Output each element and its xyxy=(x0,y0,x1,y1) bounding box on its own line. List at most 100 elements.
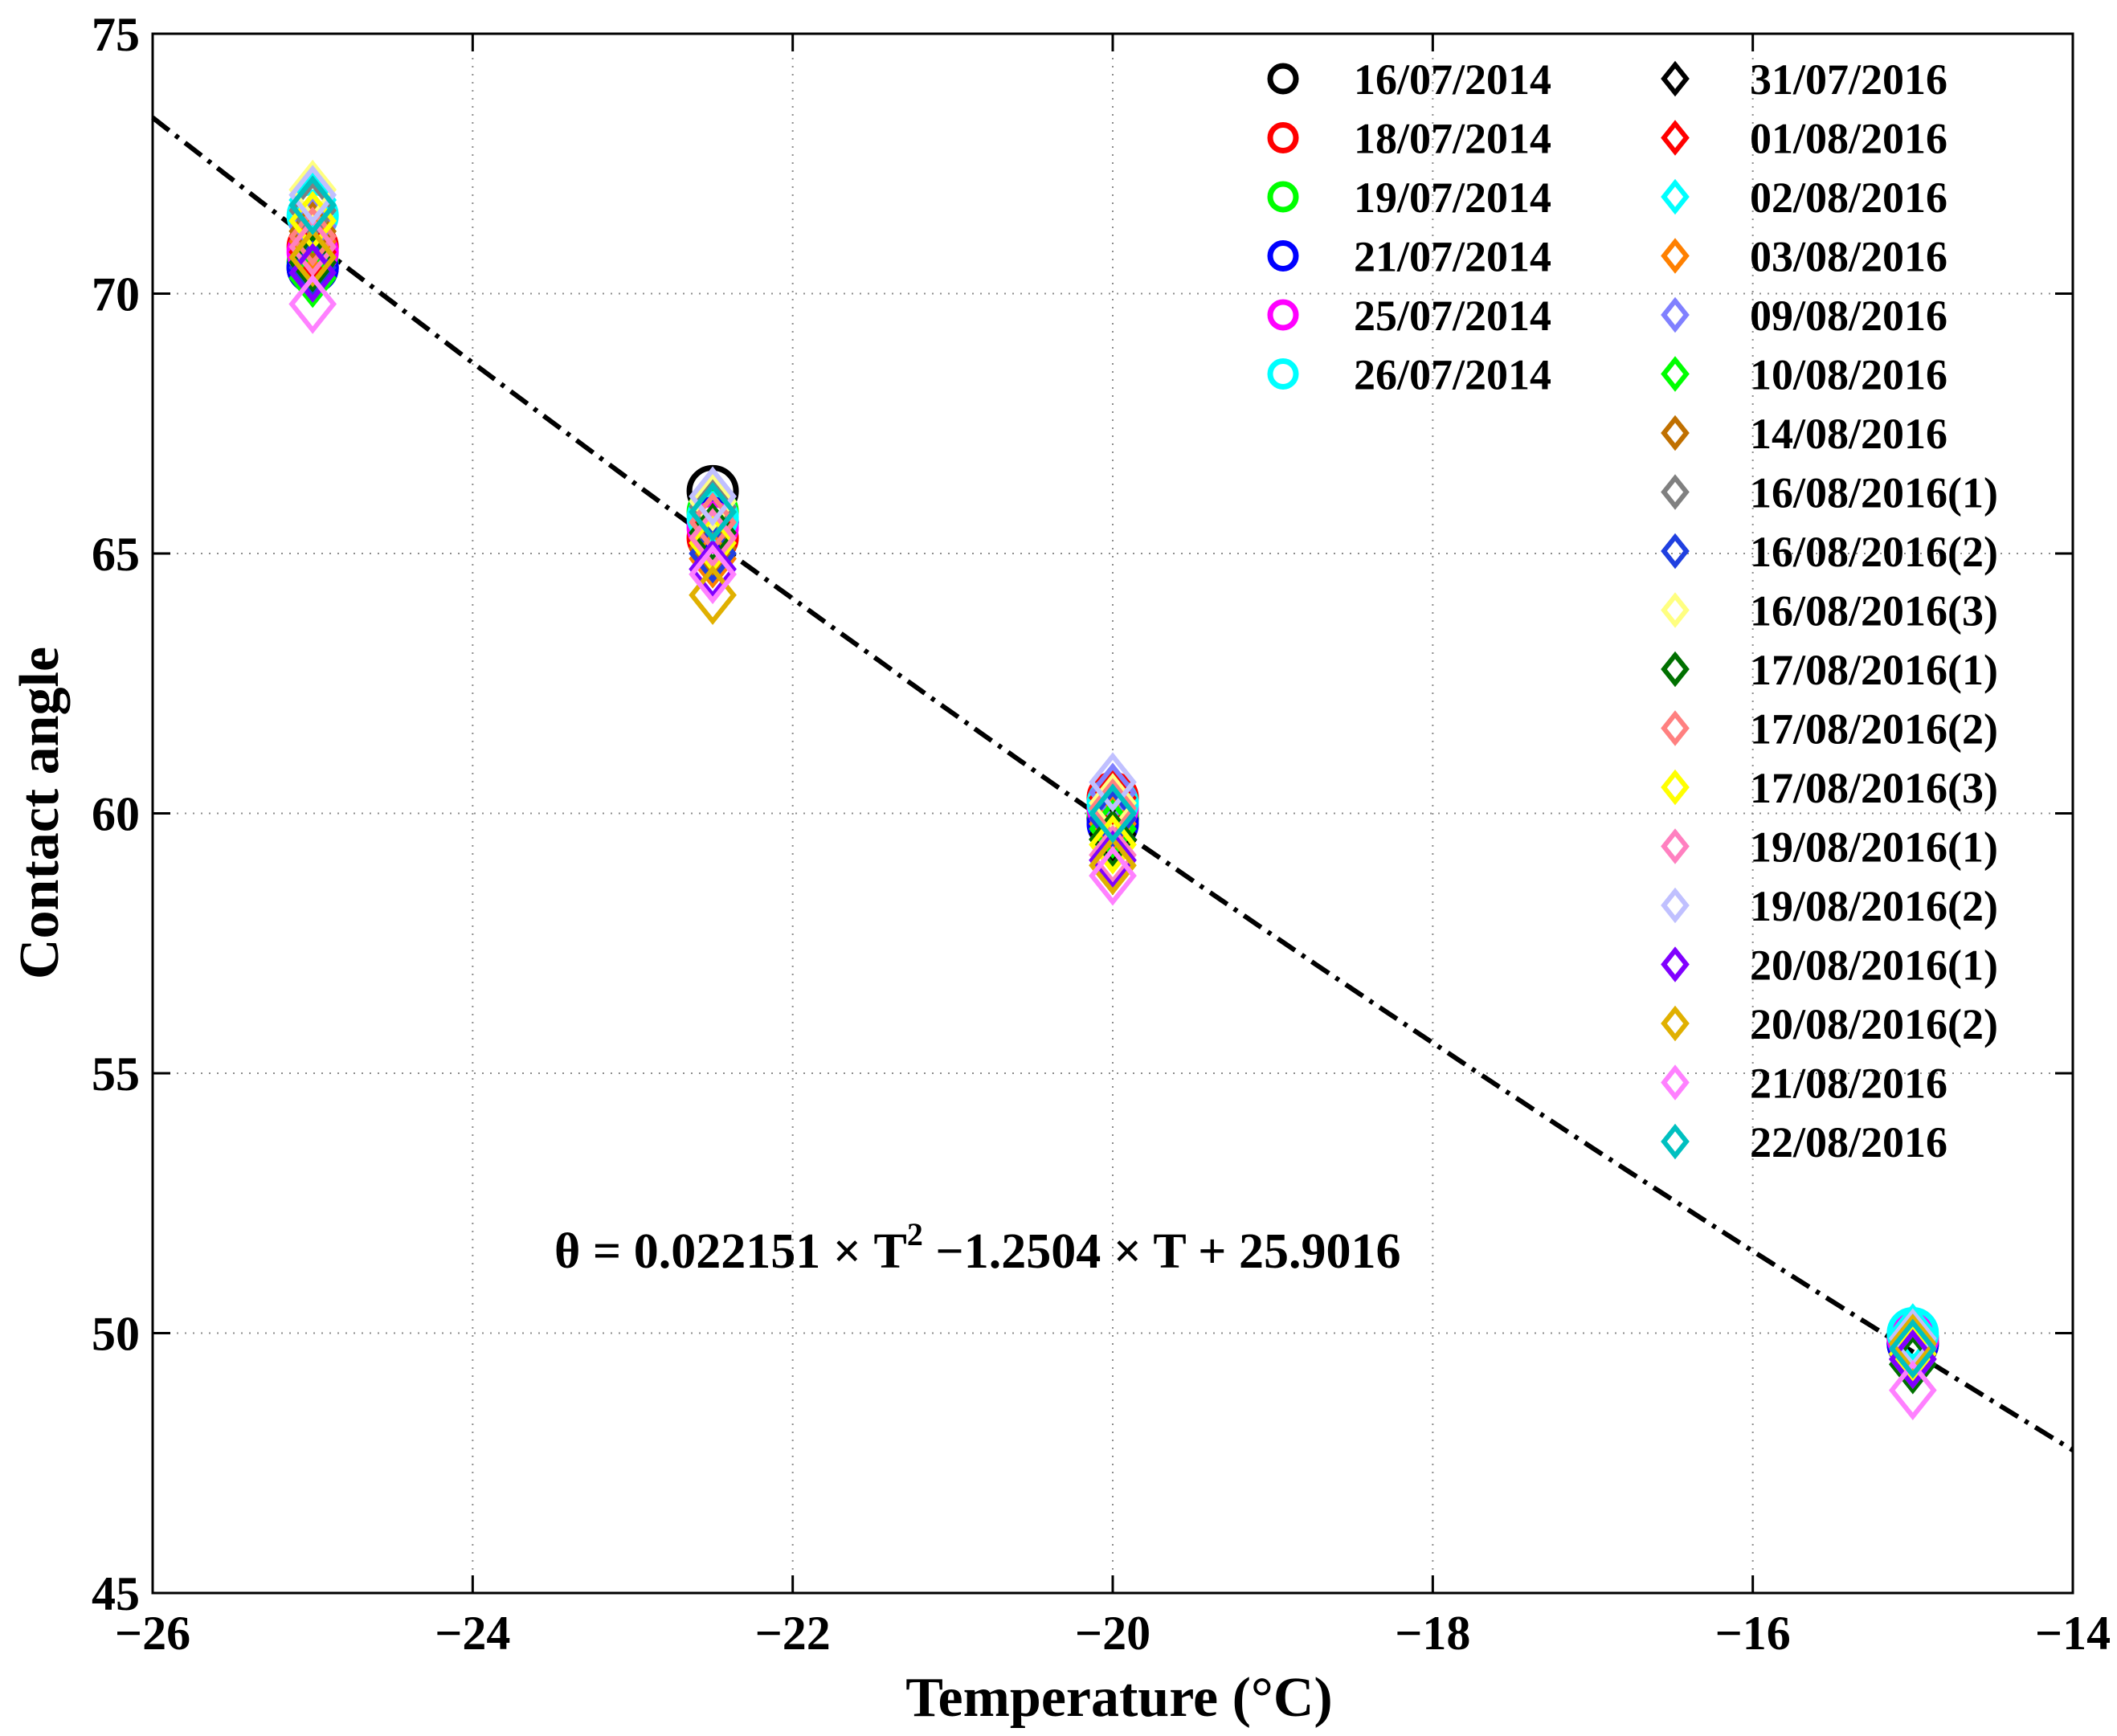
diamond-point xyxy=(288,170,337,231)
legend-diamond-marker xyxy=(1661,60,1690,97)
legend-circle-marker xyxy=(1267,358,1299,390)
legend-item: 17/08/2016(1) xyxy=(1661,646,1998,694)
diamond-point xyxy=(288,165,337,225)
legend-diamond-marker xyxy=(1661,120,1690,156)
legend-diamond-marker xyxy=(1661,296,1690,333)
legend-label: 09/08/2016 xyxy=(1750,292,1947,340)
diamond-point xyxy=(1089,815,1137,875)
x-tick-label: −14 xyxy=(2035,1607,2111,1660)
legend-item: 17/08/2016(3) xyxy=(1661,764,1998,812)
legend-label: 20/08/2016(2) xyxy=(1750,1000,1998,1048)
legend-diamond-marker xyxy=(1661,828,1690,864)
diamond-point xyxy=(689,508,737,568)
legend-label: 17/08/2016(1) xyxy=(1750,646,1998,694)
legend-item: 16/08/2016(1) xyxy=(1661,469,1998,517)
legend-diamond-marker xyxy=(1661,592,1690,628)
equation-exponent: 2 xyxy=(907,1216,923,1252)
x-tick-labels: −26 −24 −22 −20 −18 −16 −14 xyxy=(115,1607,2111,1660)
legend-label: 02/08/2016 xyxy=(1750,174,1947,222)
legend-item: 16/07/2014 xyxy=(1267,55,1551,104)
y-tick-label: 65 xyxy=(92,528,140,581)
y-tick-label: 75 xyxy=(92,8,140,61)
legend-item: 26/07/2014 xyxy=(1267,351,1551,399)
diamond-point xyxy=(1089,830,1137,891)
diamond-point xyxy=(288,216,337,277)
equation-part-2: −1.2504 × T + 25.9016 xyxy=(923,1224,1401,1279)
diamond-point xyxy=(689,471,737,532)
legend-item: 19/08/2016(2) xyxy=(1661,882,1998,930)
legend-diamond-marker xyxy=(1661,1064,1690,1101)
legend-item: 25/07/2014 xyxy=(1267,292,1551,340)
diamond-point xyxy=(1089,752,1137,812)
legend-item: 22/08/2016 xyxy=(1661,1118,1947,1166)
diamond-point xyxy=(689,481,737,542)
diamond-point xyxy=(689,466,737,527)
legend-label: 19/07/2014 xyxy=(1354,174,1551,222)
legend-diamond-marker xyxy=(1661,946,1690,982)
x-tick-label: −18 xyxy=(1395,1607,1470,1660)
legend-label: 01/08/2016 xyxy=(1750,115,1947,163)
data-points xyxy=(286,159,1939,1420)
legend: 16/07/2014 18/07/2014 19/07/2014 21/07/2014… xyxy=(1267,55,1998,1166)
legend-diamond-marker xyxy=(1661,1005,1690,1042)
x-tick-label: −22 xyxy=(755,1607,831,1660)
legend-label: 26/07/2014 xyxy=(1354,351,1551,399)
legend-diamond-marker xyxy=(1661,887,1690,924)
legend-item: 20/08/2016(2) xyxy=(1661,1000,1998,1048)
diamond-point xyxy=(288,274,337,334)
diamond-point xyxy=(288,227,337,288)
legend-label: 03/08/2016 xyxy=(1750,233,1947,281)
legend-circle-marker xyxy=(1267,63,1299,95)
legend-circle-marker xyxy=(1267,181,1299,213)
legend-label: 18/07/2014 xyxy=(1354,115,1551,163)
y-tick-label: 55 xyxy=(92,1048,140,1101)
diamond-point xyxy=(1888,1303,1937,1363)
diamond-point xyxy=(1089,783,1137,843)
legend-item: 10/08/2016 xyxy=(1661,351,1947,399)
legend-item: 01/08/2016 xyxy=(1661,115,1947,163)
legend-label: 20/08/2016(1) xyxy=(1750,942,1998,990)
legend-diamond-marker xyxy=(1661,356,1690,392)
legend-label: 17/08/2016(3) xyxy=(1750,764,1998,812)
legend-item: 31/07/2016 xyxy=(1661,55,1947,104)
legend-item: 02/08/2016 xyxy=(1661,174,1947,222)
diamond-point xyxy=(689,544,737,605)
diamond-point xyxy=(288,175,337,235)
legend-item: 21/08/2016 xyxy=(1661,1060,1947,1108)
legend-label: 21/08/2016 xyxy=(1750,1060,1947,1108)
legend-label: 22/08/2016 xyxy=(1750,1118,1947,1166)
fit-equation: θ = 0.022151 × T2 −1.2504 × T + 25.9016 xyxy=(554,1216,1401,1279)
legend-item: 17/08/2016(2) xyxy=(1661,705,1998,754)
diamond-point xyxy=(689,539,737,599)
legend-label: 10/08/2016 xyxy=(1750,351,1947,399)
diamond-point xyxy=(1888,1360,1937,1420)
legend-item: 16/08/2016(2) xyxy=(1661,528,1998,576)
x-tick-label: −20 xyxy=(1075,1607,1150,1660)
legend-diamond-marker xyxy=(1661,533,1690,570)
legend-circle-marker xyxy=(1267,299,1299,331)
y-axis-title: Contact angle xyxy=(9,647,71,979)
series-21/08/2016 xyxy=(288,274,1937,1420)
legend-item: 19/07/2014 xyxy=(1267,174,1551,222)
legend-label: 16/08/2016(2) xyxy=(1750,528,1998,576)
legend-label: 16/08/2016(1) xyxy=(1750,469,1998,517)
legend-diamond-marker xyxy=(1661,651,1690,688)
legend-label: 16/08/2016(3) xyxy=(1750,587,1998,635)
x-tick-label: −24 xyxy=(435,1607,510,1660)
diamond-point xyxy=(1888,1313,1937,1374)
axis-ticks xyxy=(151,32,2074,1595)
equation-theta: θ xyxy=(554,1224,580,1279)
legend-circle-marker xyxy=(1267,240,1299,272)
legend-diamond-marker xyxy=(1661,710,1690,746)
legend-item: 20/08/2016(1) xyxy=(1661,942,1998,990)
legend-label: 19/08/2016(2) xyxy=(1750,882,1998,930)
x-tick-label: −26 xyxy=(115,1607,190,1660)
legend-item: 16/08/2016(3) xyxy=(1661,587,1998,635)
legend-diamond-marker xyxy=(1661,415,1690,451)
legend-label: 25/07/2014 xyxy=(1354,292,1551,340)
legend-item: 19/08/2016(1) xyxy=(1661,823,1998,872)
legend-label: 19/08/2016(1) xyxy=(1750,823,1998,872)
legend-diamond-marker xyxy=(1661,238,1690,274)
legend-item: 14/08/2016 xyxy=(1661,410,1947,458)
